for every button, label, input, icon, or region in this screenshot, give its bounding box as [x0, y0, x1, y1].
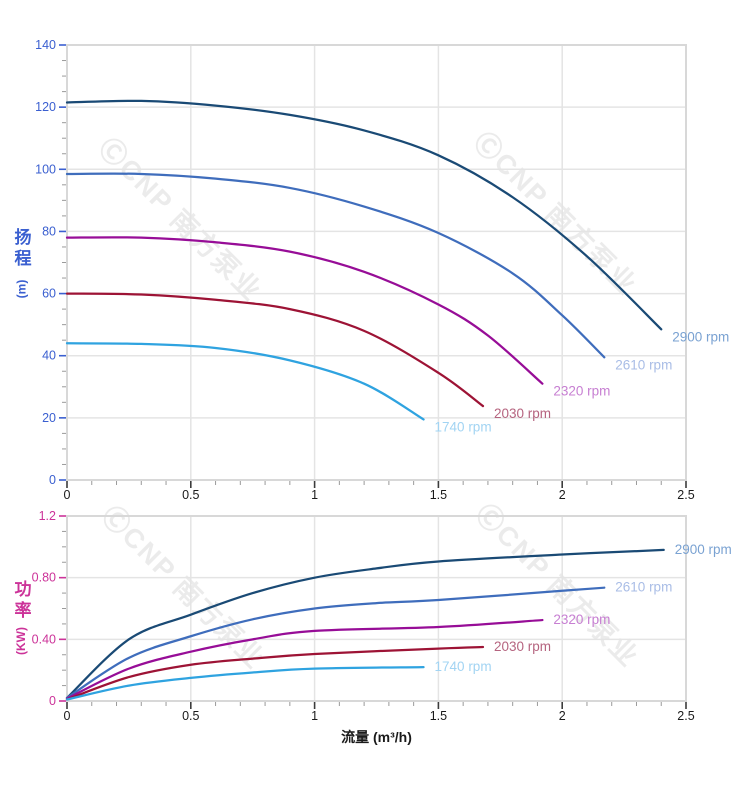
- head-axis-unit: (m): [13, 279, 28, 299]
- curve-2320-rpm: [65, 236, 544, 385]
- series-label-1740-rpm: 1740 rpm: [435, 419, 492, 434]
- y-tick-label: 1.2: [39, 510, 56, 523]
- x-tick-label: 0.5: [182, 709, 199, 723]
- plot-frame: [66, 515, 687, 702]
- x-tick-label: 1.5: [430, 488, 447, 502]
- power-axis-title-text: 功率: [11, 580, 31, 622]
- x-tick-label: 1.5: [430, 709, 447, 723]
- plot-frame: [66, 44, 687, 481]
- series-label-2610-rpm: 2610 rpm: [615, 357, 672, 372]
- x-tick-label: 0: [64, 709, 71, 723]
- y-tick-label: 0: [49, 473, 56, 487]
- power-axis-title: 功率 (KW): [6, 580, 36, 655]
- curve-2320-rpm: [65, 618, 544, 700]
- y-tick-label: 80: [42, 224, 56, 238]
- series-label-2900-rpm: 2900 rpm: [672, 329, 729, 344]
- head-flow-chart: 0 0.5 1 1.5 2 2.5 0 20 40 60 80 100 120 140 2900 rpm26…: [35, 38, 729, 502]
- y-tick-label: 0: [49, 694, 56, 708]
- curve-2030-rpm: [65, 292, 485, 408]
- x-tick-label: 1: [311, 709, 318, 723]
- curve-2030-rpm: [65, 645, 485, 701]
- y-tick-label: 100: [35, 162, 56, 176]
- x-tick-label: 1: [311, 488, 318, 502]
- series-label-2320-rpm: 2320 rpm: [553, 612, 610, 627]
- series-label-1740-rpm: 1740 rpm: [435, 659, 492, 674]
- y-tick-label: 40: [42, 349, 56, 363]
- series-label-2320-rpm: 2320 rpm: [553, 384, 610, 399]
- y-tick-label: 0.40: [32, 632, 56, 646]
- y-tick-label: 60: [42, 287, 56, 301]
- curve-2610-rpm: [65, 586, 606, 700]
- x-tick-label: 2.5: [677, 709, 694, 723]
- x-tick-label: 2: [559, 488, 566, 502]
- series-label-2900-rpm: 2900 rpm: [675, 542, 732, 557]
- x-tick-label: 0: [64, 488, 71, 502]
- curve-1740-rpm: [65, 665, 425, 701]
- x-tick-label: 0.5: [182, 488, 199, 502]
- curve-2900-rpm: [65, 99, 663, 331]
- power-flow-chart: 0 0.5 1 1.5 2 2.5 0 0.40 0.80 1.2 2900 rpm 2610 rpm…: [32, 510, 732, 723]
- y-tick-label: 120: [35, 100, 56, 114]
- series-label-2030-rpm: 2030 rpm: [494, 406, 551, 421]
- flow-axis-title: 流量 (m³/h): [341, 729, 412, 745]
- head-axis-title-text: 扬程: [11, 228, 31, 270]
- curve-2610-rpm: [65, 172, 606, 359]
- series-label-2610-rpm: 2610 rpm: [615, 580, 672, 595]
- y-tick-label: 140: [35, 38, 56, 52]
- y-tick-label: 0.80: [32, 571, 56, 585]
- curve-2900-rpm: [65, 548, 665, 700]
- x-tick-label: 2: [559, 709, 566, 723]
- y-tick-label: 20: [42, 411, 56, 425]
- x-tick-label: 2.5: [677, 488, 694, 502]
- series-label-2030-rpm: 2030 rpm: [494, 639, 551, 654]
- curve-1740-rpm: [65, 342, 425, 421]
- head-axis-title: 扬程 (m): [6, 228, 36, 299]
- power-axis-unit: (KW): [13, 627, 28, 655]
